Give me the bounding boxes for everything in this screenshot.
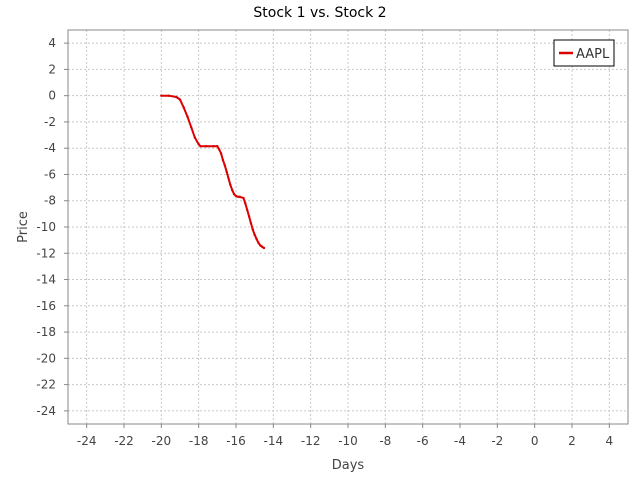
chart-title: Stock 1 vs. Stock 2 xyxy=(253,5,386,21)
x-tick-label: 0 xyxy=(531,434,539,448)
data-point-aapl xyxy=(231,189,234,192)
data-point-aapl xyxy=(259,244,262,247)
data-point-aapl xyxy=(236,195,240,198)
x-tick-label: -20 xyxy=(152,434,172,448)
y-tick-label: -22 xyxy=(36,378,56,392)
y-tick-label: 4 xyxy=(48,36,56,50)
data-point-aapl xyxy=(227,177,230,180)
data-point-aapl xyxy=(232,192,236,196)
legend-label-aapl: AAPL xyxy=(576,47,610,62)
x-axis: -24 -22 -20 -18 -16 -14 -12 -10 -8 -6 -4 -2 0 2 4 xyxy=(77,424,613,448)
y-axis: 4 2 0 -2 -4 -6 -8 -10 -12 -14 -16 -18 -20 -22 -24 xyxy=(36,36,68,418)
y-tick-label: -16 xyxy=(36,299,56,313)
y-tick-label: -8 xyxy=(44,194,56,208)
y-tick-label: -6 xyxy=(44,167,56,181)
x-tick-label: -22 xyxy=(114,434,134,448)
x-tick-label: -10 xyxy=(338,434,358,448)
y-tick-label: 2 xyxy=(48,62,56,76)
data-point-aapl xyxy=(219,152,223,155)
data-point-aapl xyxy=(182,106,185,109)
data-point-aapl xyxy=(246,208,249,212)
data-point-aapl xyxy=(221,158,225,162)
y-tick-label: -18 xyxy=(36,325,56,339)
series-layer xyxy=(160,94,266,250)
data-point-aapl xyxy=(175,95,178,99)
data-point-aapl xyxy=(229,183,232,187)
data-point-aapl xyxy=(216,145,219,148)
y-tick-label: -20 xyxy=(36,351,56,365)
data-point-aapl xyxy=(218,148,221,151)
y-tick-label: -24 xyxy=(36,404,56,418)
data-point-aapl xyxy=(249,221,253,225)
y-tick-label: -2 xyxy=(44,115,56,129)
x-tick-label: -4 xyxy=(454,434,466,448)
y-tick-label: -4 xyxy=(44,141,56,155)
data-point-aapl xyxy=(186,115,189,118)
data-point-aapl xyxy=(242,196,245,200)
data-point-aapl xyxy=(190,125,193,129)
x-tick-label: -12 xyxy=(301,434,321,448)
y-tick-label: -14 xyxy=(36,273,56,287)
data-point-aapl xyxy=(193,136,197,139)
data-point-aapl xyxy=(223,164,226,167)
x-tick-label: -8 xyxy=(379,434,391,448)
x-tick-label: -2 xyxy=(491,434,503,448)
x-tick-label: -14 xyxy=(264,434,284,448)
data-point-aapl xyxy=(167,94,170,97)
data-point-aapl xyxy=(257,241,260,244)
x-axis-label: Days xyxy=(332,458,365,473)
data-point-aapl xyxy=(247,215,251,218)
y-tick-label: 0 xyxy=(48,89,56,103)
data-point-aapl xyxy=(260,245,264,248)
data-point-aapl xyxy=(244,202,247,205)
data-point-aapl xyxy=(199,145,202,148)
x-tick-label: -18 xyxy=(189,434,209,448)
data-point-aapl xyxy=(262,246,266,250)
data-point-aapl xyxy=(178,98,182,101)
data-point-aapl xyxy=(197,143,200,146)
x-tick-label: -6 xyxy=(417,434,429,448)
data-point-aapl xyxy=(160,94,163,97)
data-point-aapl xyxy=(212,145,215,148)
data-point-aapl xyxy=(234,194,238,198)
x-tick-label: -16 xyxy=(226,434,246,448)
y-tick-label: -10 xyxy=(36,220,56,234)
data-point-aapl xyxy=(204,145,208,148)
data-point-aapl xyxy=(255,237,258,241)
data-point-aapl xyxy=(251,228,254,231)
x-tick-label: -24 xyxy=(77,434,97,448)
data-point-aapl xyxy=(253,233,256,237)
data-point-aapl xyxy=(238,195,241,198)
data-point-aapl xyxy=(225,170,228,174)
x-tick-label: 2 xyxy=(568,434,576,448)
x-tick-label: 4 xyxy=(606,434,614,448)
y-axis-label: Price xyxy=(16,211,31,243)
y-tick-label: -12 xyxy=(36,246,56,260)
legend: AAPL xyxy=(553,39,615,67)
